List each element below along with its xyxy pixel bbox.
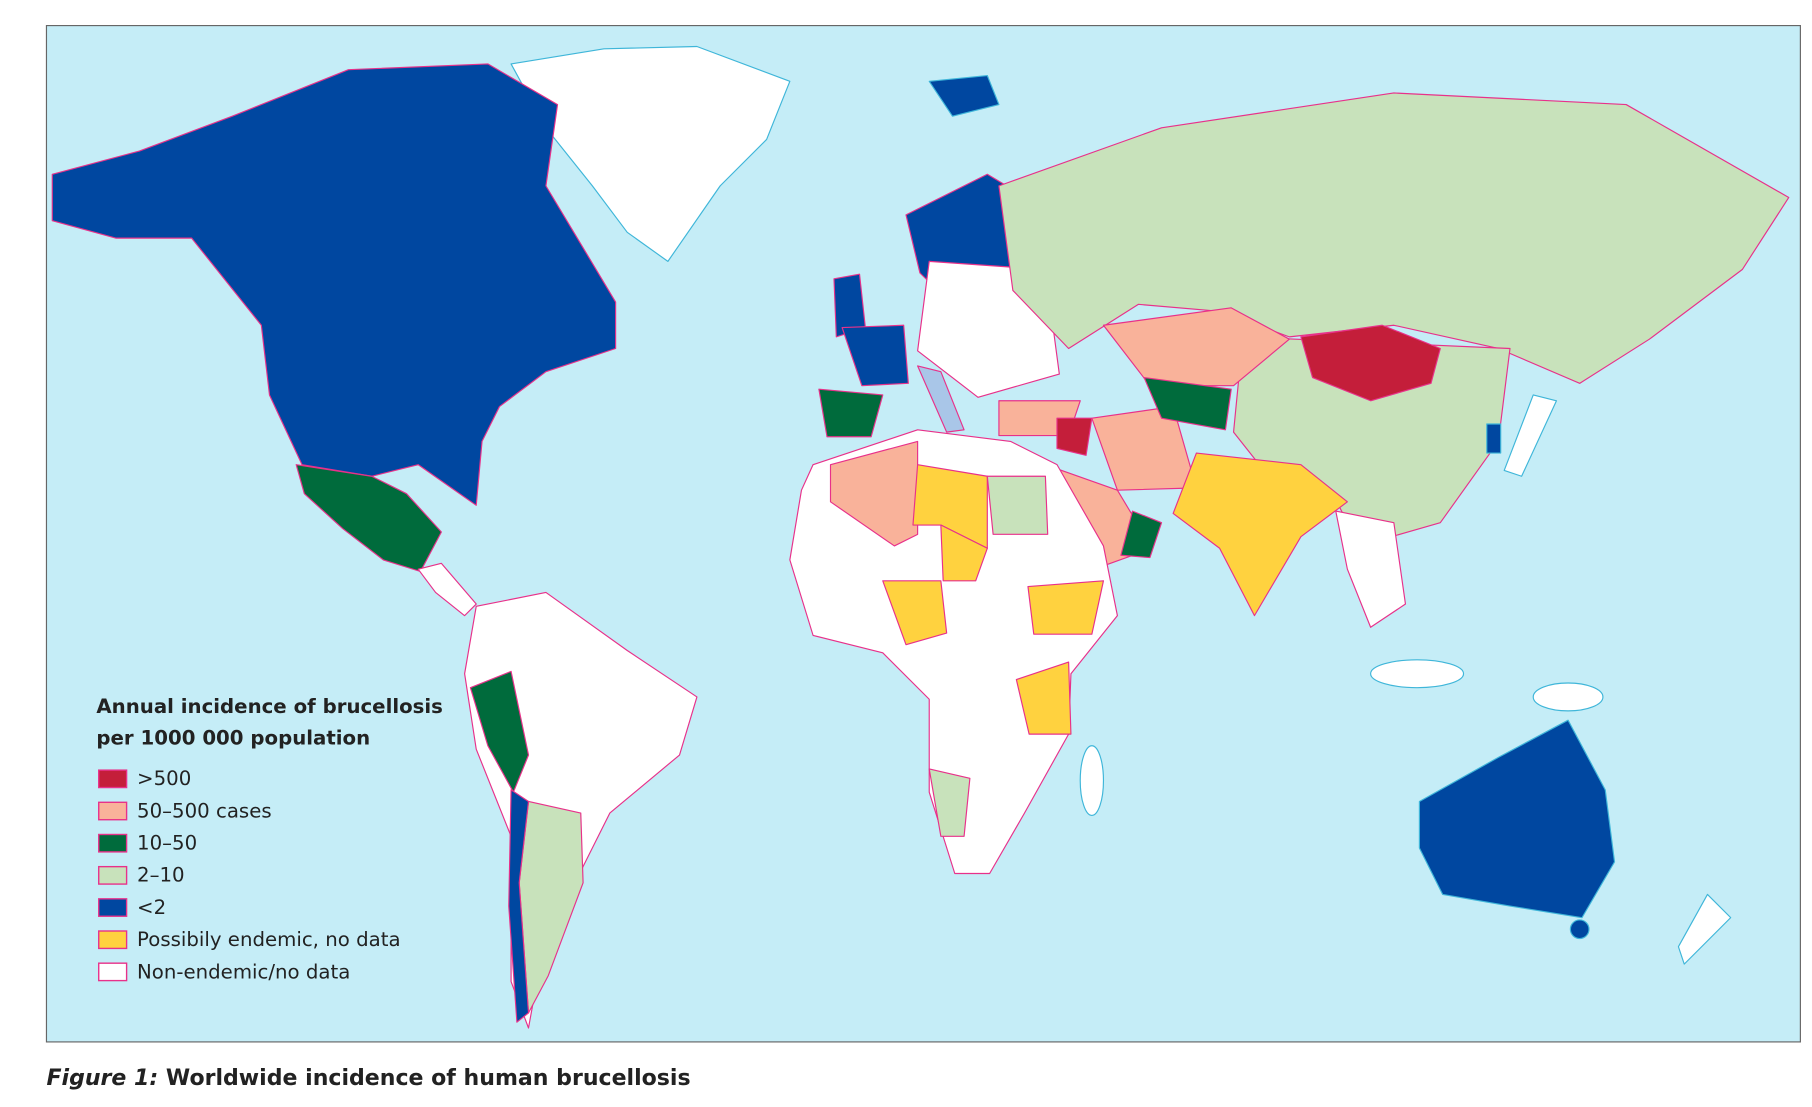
nigeria <box>882 580 948 646</box>
tanzania <box>1015 661 1072 735</box>
indonesia <box>1370 659 1465 689</box>
algeria <box>829 440 919 547</box>
legend-title: Annual incidence of brucellosis <box>96 695 443 718</box>
caption-label: Figure 1: <box>46 1066 158 1091</box>
peru <box>469 670 530 793</box>
new-zealand <box>1677 893 1732 965</box>
caption: Figure 1: Worldwide incidence of human b… <box>46 1066 690 1091</box>
central-america <box>417 562 477 617</box>
madagascar <box>1079 745 1105 817</box>
legend-swatch <box>98 962 128 982</box>
legend: Annual incidence of brucellosis per 1000… <box>96 695 443 983</box>
ethiopia <box>1027 580 1105 635</box>
legend-label: Non-endemic/no data <box>137 960 350 983</box>
italy <box>917 365 965 433</box>
legend-label: 10–50 <box>137 832 197 855</box>
legend-label: Possibily endemic, no data <box>137 928 401 951</box>
korea <box>1486 423 1502 454</box>
chile <box>508 789 530 1023</box>
legend-swatch <box>98 930 128 950</box>
namibia <box>928 768 971 837</box>
legend-title: per 1000 000 population <box>96 727 370 750</box>
mongolia <box>1300 324 1441 402</box>
north-america <box>51 63 617 506</box>
japan <box>1503 394 1558 477</box>
tasmania <box>1569 919 1590 940</box>
legend-swatch <box>98 769 128 789</box>
chad <box>940 524 988 582</box>
spain <box>818 388 884 438</box>
new-guinea <box>1532 682 1604 712</box>
legend-swatch <box>98 801 128 821</box>
caption-text: Worldwide incidence of human brucellosis <box>166 1066 691 1091</box>
southeast-asia <box>1335 510 1407 628</box>
australia <box>1418 719 1616 919</box>
oman <box>1120 510 1163 559</box>
syria <box>1056 417 1093 456</box>
legend-swatch <box>98 898 128 917</box>
legend-swatch <box>98 833 128 853</box>
india <box>1172 452 1348 617</box>
russia <box>998 92 1790 384</box>
egypt <box>986 475 1049 535</box>
france <box>841 324 909 387</box>
legend-label: >500 <box>137 767 191 790</box>
central-asia <box>1143 376 1232 431</box>
greenland <box>510 45 791 262</box>
map <box>51 45 1790 1029</box>
legend-label: 50–500 cases <box>137 799 272 822</box>
africa <box>789 429 1118 875</box>
kazakhstan <box>1102 307 1290 387</box>
arctic-islands <box>928 74 1000 117</box>
legend-label: 2–10 <box>137 864 185 887</box>
legend-label: <2 <box>137 896 166 919</box>
legend-swatch <box>98 865 128 885</box>
